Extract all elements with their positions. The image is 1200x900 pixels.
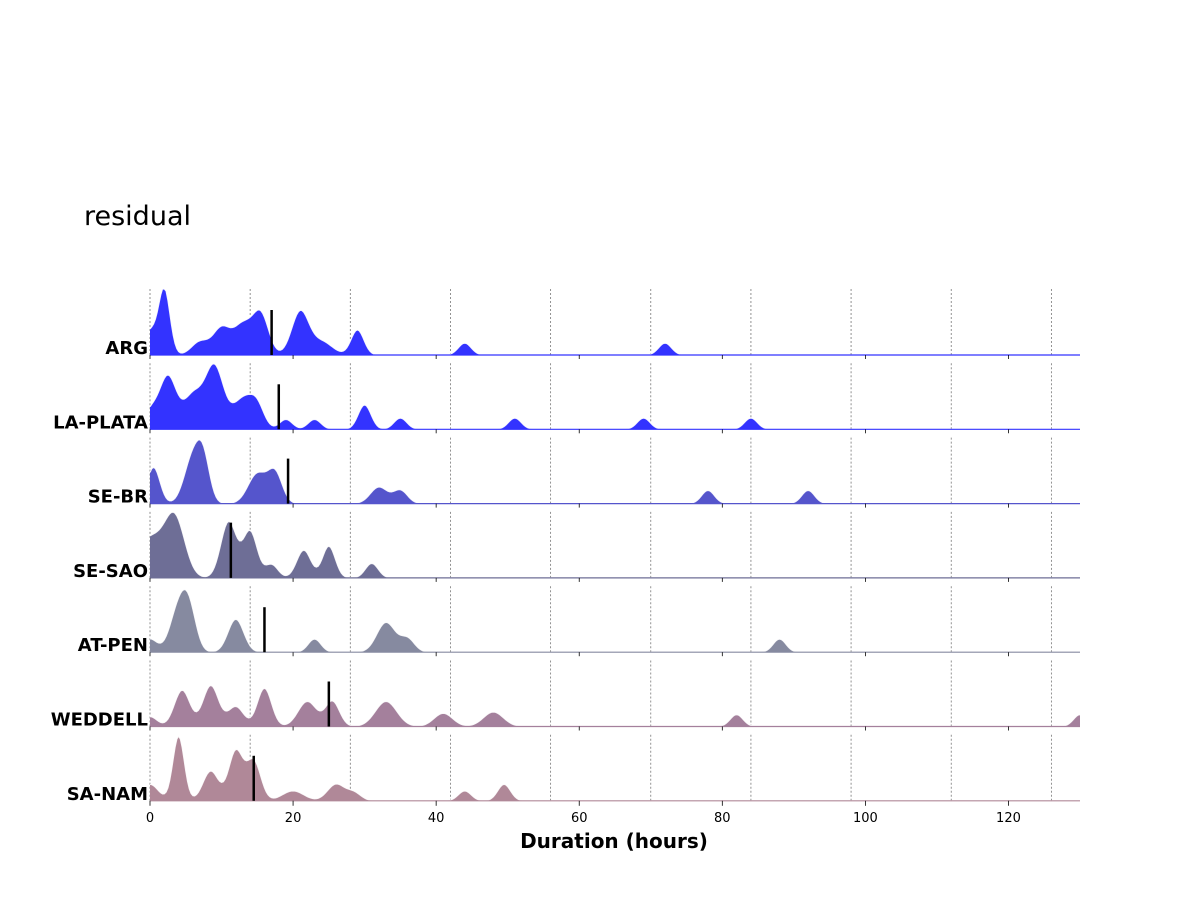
row-label: SE-BR	[88, 487, 148, 508]
ridge-arg: ARG	[105, 288, 1080, 359]
row-label: ARG	[105, 338, 148, 359]
density-outline	[149, 439, 1080, 505]
row-label: LA-PLATA	[53, 412, 148, 433]
row-label: SE-SAO	[73, 561, 148, 582]
density-outline	[149, 588, 1080, 653]
row-label: WEDDELL	[51, 710, 148, 731]
x-tick-label: 120	[996, 811, 1021, 826]
density-area	[150, 512, 1080, 578]
ridge-se-sao: SE-SAO	[73, 503, 1080, 582]
x-tick-label: 60	[571, 811, 588, 826]
density-outline	[149, 734, 1080, 802]
density-outline	[149, 363, 1080, 430]
x-tick-label: 20	[285, 811, 302, 826]
density-area	[150, 363, 1080, 430]
x-tick-label: 100	[853, 811, 878, 826]
row-label: SA-NAM	[67, 784, 148, 805]
density-area	[150, 685, 1080, 727]
x-axis-label: Duration (hours)	[520, 829, 708, 853]
ridge-se-br: SE-BR	[88, 429, 1080, 508]
density-area	[150, 736, 1080, 801]
x-tick-label: 0	[146, 811, 154, 826]
x-tick-label: 80	[714, 811, 731, 826]
x-tick-label: 40	[428, 811, 445, 826]
chart-title: residual	[84, 201, 191, 232]
ridge-sa-nam: SA-NAM	[67, 726, 1080, 805]
x-axis: 0 20 40 60 80 100 120	[146, 800, 1021, 826]
ridges: ARG LA-PLATA SE-BR SE-SAO AT-PEN WEDDELL SA-NA…	[51, 288, 1081, 805]
ridge-la-plata: LA-PLATA	[53, 355, 1080, 433]
density-outline	[149, 511, 1080, 579]
ridge-weddell: WEDDELL	[51, 652, 1081, 731]
ridge-at-pen: AT-PEN	[78, 577, 1080, 656]
density-area	[150, 439, 1080, 504]
density-outline	[149, 684, 1081, 728]
density-area	[150, 589, 1080, 653]
density-area	[150, 289, 1080, 355]
row-label: AT-PEN	[78, 635, 148, 656]
